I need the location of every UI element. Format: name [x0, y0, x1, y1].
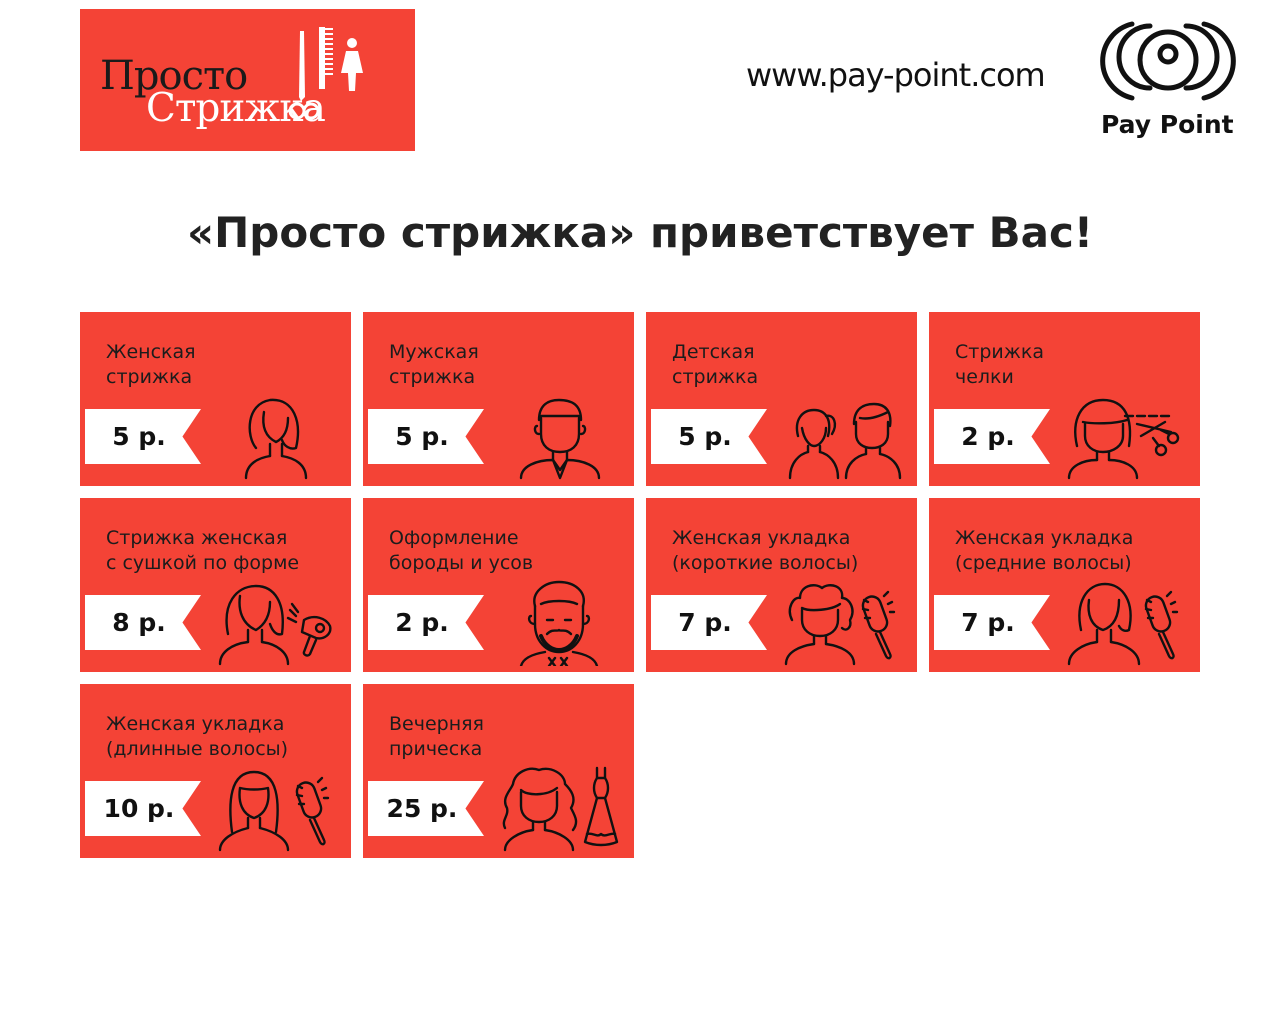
price-tag: 5 р. [85, 409, 201, 464]
service-title: Женская укладка (средние волосы) [955, 527, 1134, 574]
price-tag: 5 р. [651, 409, 767, 464]
service-tile-evening-hairstyle[interactable]: Вечерняя прическа 25 р. [363, 684, 634, 858]
short-hair-styling-icon [784, 584, 896, 666]
service-price: 5 р. [678, 422, 732, 451]
service-title: Детская стрижка [672, 341, 759, 388]
service-tile-womens-haircut[interactable]: Женская стрижка 5 р. [80, 312, 351, 486]
service-tile-mens-haircut[interactable]: Мужская стрижка 5 р. [363, 312, 634, 486]
logo-word-prosto: Просто [100, 53, 248, 99]
service-price: 5 р. [112, 422, 166, 451]
scissors-comb-woman-icon [288, 27, 363, 120]
service-price: 10 р. [103, 794, 175, 823]
beard-icon [519, 580, 599, 666]
price-tag: 10 р. [85, 781, 201, 836]
service-title: Оформление бороды и усов [389, 527, 534, 574]
medium-hair-styling-icon [1067, 582, 1179, 666]
service-tile-bangs-cut[interactable]: Стрижка челки 2 р. [929, 312, 1200, 486]
price-tag: 5 р. [368, 409, 484, 464]
service-price: 5 р. [395, 422, 449, 451]
service-title: Женская укладка (короткие волосы) [672, 527, 859, 574]
logo-word-strizhka: Стрижка [146, 86, 326, 131]
pay-point-logo-icon [1100, 21, 1236, 101]
service-price: 8 р. [112, 608, 166, 637]
man-haircut-icon [519, 398, 601, 480]
service-price: 2 р. [961, 422, 1015, 451]
long-hair-styling-icon [218, 770, 330, 852]
service-tile-styling-short-hair[interactable]: Женская укладка (короткие волосы) 7 р. [646, 498, 917, 672]
price-tag: 2 р. [368, 595, 484, 650]
evening-hairstyle-icon [502, 766, 619, 852]
service-tile-womens-haircut-blowdry[interactable]: Стрижка женская с сушкой по форме 8 р. [80, 498, 351, 672]
price-tag: 8 р. [85, 595, 201, 650]
pay-point-name: Pay Point [1101, 110, 1234, 139]
service-tile-kids-haircut[interactable]: Детская стрижка 5 р. [646, 312, 917, 486]
welcome-title: «Просто стрижка» приветствует Вас! [186, 208, 1093, 257]
service-price: 25 р. [386, 794, 458, 823]
woman-haircut-icon [244, 398, 308, 480]
service-title: Вечерняя прическа [389, 713, 484, 760]
salon-logo: Просто Стрижка [80, 9, 415, 151]
price-tag: 7 р. [934, 595, 1050, 650]
price-tag: 2 р. [934, 409, 1050, 464]
site-url[interactable]: www.pay-point.com [746, 56, 1046, 94]
kids-haircut-icon [788, 402, 902, 480]
hairdryer-styling-icon [218, 584, 332, 666]
price-tag: 25 р. [368, 781, 484, 836]
service-title: Женская стрижка [106, 341, 196, 388]
service-title: Мужская стрижка [389, 341, 479, 388]
bangs-cut-icon [1067, 398, 1180, 480]
service-price: 2 р. [395, 608, 449, 637]
service-title: Стрижка женская с сушкой по форме [106, 527, 300, 574]
service-tile-beard-styling[interactable]: Оформление бороды и усов 2 р. [363, 498, 634, 672]
service-price: 7 р. [961, 608, 1015, 637]
service-title: Стрижка челки [955, 341, 1044, 388]
service-tile-styling-long-hair[interactable]: Женская укладка (длинные волосы) 10 р. [80, 684, 351, 858]
price-tag: 7 р. [651, 595, 767, 650]
service-title: Женская укладка (длинные волосы) [106, 713, 289, 760]
service-price: 7 р. [678, 608, 732, 637]
service-tile-styling-medium-hair[interactable]: Женская укладка (средние волосы) 7 р. [929, 498, 1200, 672]
